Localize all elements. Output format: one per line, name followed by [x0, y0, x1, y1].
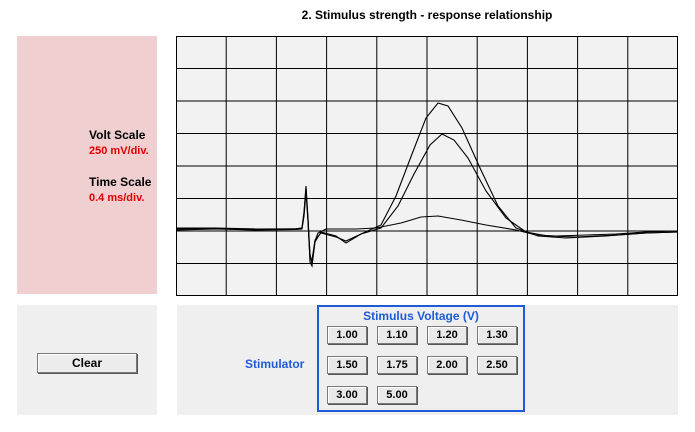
voltage-button-2-50[interactable]: 2.50	[477, 356, 517, 374]
response-traces	[175, 102, 679, 268]
scale-panel: Volt Scale 250 mV/div. Time Scale 0.4 ms…	[17, 36, 157, 294]
voltage-button-2-00[interactable]: 2.00	[427, 356, 467, 374]
voltage-button-1-75[interactable]: 1.75	[377, 356, 417, 374]
stimulator-label: Stimulator	[245, 357, 305, 371]
voltage-button-1-20[interactable]: 1.20	[427, 326, 467, 344]
voltage-button-1-30[interactable]: 1.30	[477, 326, 517, 344]
voltage-button-1-50[interactable]: 1.50	[327, 356, 367, 374]
stimulus-voltage-title: Stimulus Voltage (V)	[363, 309, 479, 323]
voltage-button-3-00[interactable]: 3.00	[327, 386, 367, 404]
oscilloscope-display	[175, 36, 679, 296]
trace-large	[176, 102, 679, 268]
stimulator-panel: Stimulator Stimulus Voltage (V) 1.00 1.1…	[177, 305, 678, 415]
clear-button[interactable]: Clear	[37, 353, 137, 373]
voltage-button-5-00[interactable]: 5.00	[377, 386, 417, 404]
voltage-button-1-00[interactable]: 1.00	[327, 326, 367, 344]
voltage-button-1-10[interactable]: 1.10	[377, 326, 417, 344]
clear-panel: Clear	[17, 305, 157, 415]
scope-grid	[176, 36, 678, 296]
oscilloscope-screen	[175, 36, 679, 296]
volt-scale-label: Volt Scale	[89, 128, 146, 142]
volt-scale-value: 250 mV/div.	[89, 145, 149, 157]
time-scale-label: Time Scale	[89, 175, 152, 189]
stimulus-voltage-box: Stimulus Voltage (V) 1.00 1.10 1.20 1.30…	[317, 305, 525, 412]
page-title: 2. Stimulus strength - response relation…	[301, 8, 553, 22]
time-scale-value: 0.4 ms/div.	[89, 192, 145, 204]
